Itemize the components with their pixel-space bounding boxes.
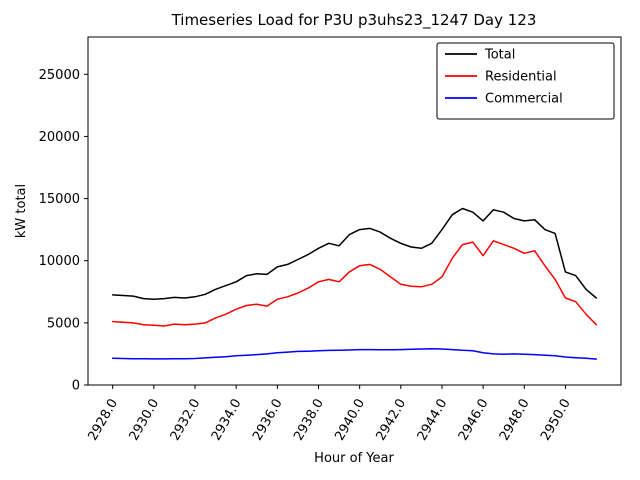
x-tick-label: 2928.0 — [85, 397, 121, 444]
series-line-commercial — [111, 347, 598, 360]
series-line-total — [111, 207, 598, 300]
x-tick-label: 2942.0 — [374, 397, 410, 444]
y-tick-label: 25000 — [39, 68, 80, 83]
legend-label-residential: Residential — [485, 70, 557, 85]
legend-label-commercial: Commercial — [485, 92, 563, 107]
series-line-residential — [111, 240, 598, 327]
y-axis-ticks: 0 5000 10000 15000 20000 25000 — [39, 68, 88, 394]
x-tick-label: 2930.0 — [127, 397, 163, 444]
x-tick-label: 2950.0 — [538, 397, 574, 444]
x-axis-ticks: 2928.0 2930.0 2932.0 2934.0 2936.0 2938.0 2940… — [85, 385, 574, 444]
legend-label-total: Total — [484, 48, 515, 63]
x-tick-label: 2938.0 — [291, 397, 327, 444]
y-tick-label: 5000 — [47, 316, 80, 331]
legend: Total Residential Commercial — [436, 42, 615, 120]
y-tick-label: 10000 — [39, 254, 80, 269]
plot-border — [87, 36, 622, 386]
series-lines — [111, 207, 598, 360]
y-tick-label: 15000 — [39, 192, 80, 207]
x-tick-label: 2936.0 — [250, 397, 286, 444]
x-tick-label: 2940.0 — [332, 397, 368, 444]
y-tick-label: 20000 — [39, 130, 80, 145]
chart-title: Timeseries Load for P3U p3uhs23_1247 Day… — [171, 11, 537, 30]
x-tick-label: 2948.0 — [497, 397, 533, 444]
x-axis-label: Hour of Year — [314, 451, 394, 466]
x-tick-label: 2932.0 — [168, 397, 204, 444]
x-tick-label: 2934.0 — [209, 397, 245, 444]
y-tick-label: 0 — [72, 379, 80, 394]
plot-frame — [87, 36, 622, 386]
x-tick-label: 2944.0 — [415, 397, 451, 444]
y-axis-label: kW total — [14, 184, 29, 238]
x-tick-label: 2946.0 — [456, 397, 492, 444]
legend-box — [436, 42, 615, 120]
